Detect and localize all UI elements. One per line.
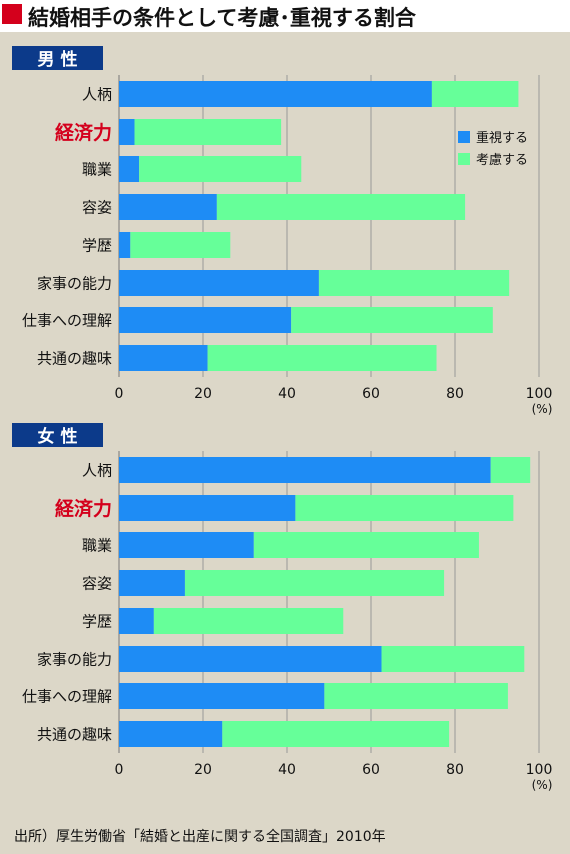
tick-label-0-0: 0 xyxy=(115,386,124,402)
bar-1-6-0 xyxy=(119,683,325,709)
category-label-1-5: 家事の能力 xyxy=(37,651,112,669)
panel-badge-1 xyxy=(12,423,103,447)
unit-label-0: (%) xyxy=(532,402,553,416)
tick-label-0-3: 60 xyxy=(362,386,380,402)
tick-label-1-4: 80 xyxy=(446,762,464,778)
bar-0-6-1 xyxy=(291,307,493,333)
category-label-0-0: 人柄 xyxy=(82,86,112,104)
bar-0-7-1 xyxy=(207,345,437,371)
tick-label-1-1: 20 xyxy=(194,762,212,778)
bar-0-3-0 xyxy=(119,194,217,220)
bar-1-7-0 xyxy=(119,721,223,747)
source-note: 出所）厚生労働省「結婚と出産に関する全国調査」2010年 xyxy=(14,829,386,845)
category-label-1-7: 共通の趣味 xyxy=(37,726,112,744)
bar-0-5-0 xyxy=(119,270,319,296)
title-bar: 結婚相手の条件として考慮･重視する割合 xyxy=(0,0,570,32)
tick-label-0-4: 80 xyxy=(446,386,464,402)
category-label-0-3: 容姿 xyxy=(82,199,112,217)
bar-0-3-1 xyxy=(216,194,466,220)
bar-0-1-0 xyxy=(119,119,135,145)
panel-title-1: 女 性 xyxy=(38,426,78,447)
tick-label-0-2: 40 xyxy=(278,386,296,402)
bar-1-7-1 xyxy=(222,721,450,747)
category-label-0-2: 職業 xyxy=(82,161,112,179)
tick-label-0-1: 20 xyxy=(194,386,212,402)
bar-1-0-0 xyxy=(119,457,491,483)
bar-0-2-1 xyxy=(139,156,302,182)
bar-0-0-0 xyxy=(119,81,432,107)
tick-label-1-0: 0 xyxy=(115,762,124,778)
tick-label-1-3: 60 xyxy=(362,762,380,778)
bar-1-3-0 xyxy=(119,570,185,596)
category-label-1-1: 経済力 xyxy=(55,497,112,520)
bar-1-1-0 xyxy=(119,495,296,521)
bar-1-4-1 xyxy=(153,608,344,634)
legend-swatch-0 xyxy=(458,131,470,143)
legend-label-0: 重視する xyxy=(476,130,528,146)
category-label-0-7: 共通の趣味 xyxy=(37,350,112,368)
category-label-1-3: 容姿 xyxy=(82,575,112,593)
tick-label-0-5: 100 xyxy=(526,386,553,402)
category-label-0-1: 経済力 xyxy=(55,121,112,144)
bar-1-2-0 xyxy=(119,532,254,558)
unit-label-1: (%) xyxy=(532,778,553,792)
bar-1-6-1 xyxy=(324,683,508,709)
legend-label-1: 考慮する xyxy=(476,153,528,168)
page-title: 結婚相手の条件として考慮･重視する割合 xyxy=(28,6,416,30)
panel-badge-0 xyxy=(12,46,103,70)
category-label-1-6: 仕事への理解 xyxy=(22,688,112,706)
bar-1-3-1 xyxy=(184,570,445,596)
bar-0-7-0 xyxy=(119,345,208,371)
bar-1-1-1 xyxy=(295,495,514,521)
bar-1-2-1 xyxy=(253,532,479,558)
category-label-0-4: 学歴 xyxy=(82,237,112,255)
category-label-0-6: 仕事への理解 xyxy=(22,312,112,330)
tick-label-1-5: 100 xyxy=(526,762,553,778)
category-label-1-2: 職業 xyxy=(82,537,112,555)
category-label-0-5: 家事の能力 xyxy=(37,275,112,293)
bar-0-1-1 xyxy=(134,119,282,145)
panel-title-0: 男 性 xyxy=(38,49,78,70)
bar-1-0-1 xyxy=(490,457,531,483)
bar-0-5-1 xyxy=(318,270,510,296)
bar-1-4-0 xyxy=(119,608,154,634)
legend-swatch-1 xyxy=(458,153,470,165)
bar-0-4-1 xyxy=(130,232,231,258)
bar-1-5-1 xyxy=(381,646,525,672)
category-label-1-4: 学歴 xyxy=(82,613,112,631)
bar-1-5-0 xyxy=(119,646,382,672)
bar-0-2-0 xyxy=(119,156,140,182)
bar-0-6-0 xyxy=(119,307,292,333)
title-marker xyxy=(2,4,22,24)
bar-0-4-0 xyxy=(119,232,131,258)
tick-label-1-2: 40 xyxy=(278,762,296,778)
bar-0-0-1 xyxy=(431,81,519,107)
category-label-1-0: 人柄 xyxy=(82,462,112,480)
